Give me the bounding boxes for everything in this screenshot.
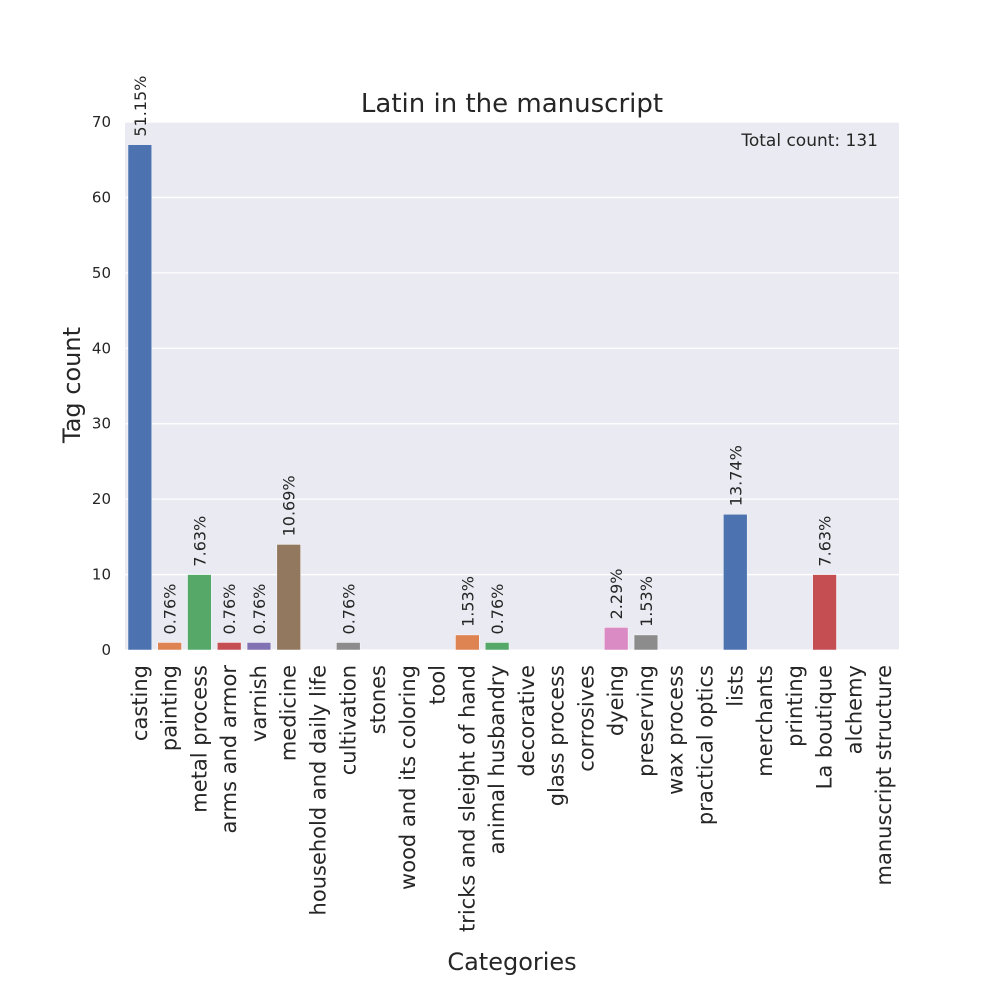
x-tick-label: practical optics — [694, 665, 718, 825]
x-tick-label: painting — [158, 665, 182, 751]
grid-lines — [125, 121, 899, 651]
x-tick-label: La boutique — [813, 665, 837, 789]
y-axis-label: Tag count — [58, 327, 86, 444]
bars — [127, 144, 837, 651]
x-tick-label: decorative — [515, 665, 539, 777]
bar-value-label: 1.53% — [637, 576, 656, 627]
y-tick-label: 30 — [92, 415, 111, 433]
bar — [276, 544, 301, 651]
y-tick-label: 60 — [92, 188, 111, 206]
y-tick-labels: 0 10 20 30 40 50 60 70 — [92, 113, 111, 659]
bar-value-label: 0.76% — [339, 584, 358, 635]
bar-value-label: 0.76% — [220, 584, 239, 635]
bar — [633, 634, 659, 651]
x-tick-label: metal process — [187, 665, 211, 813]
bar — [217, 642, 242, 651]
y-tick-label: 0 — [101, 641, 111, 659]
bar-value-label: 0.76% — [161, 584, 180, 635]
x-tick-label: merchants — [753, 665, 777, 777]
x-tick-label: stones — [366, 665, 390, 734]
bar — [455, 634, 480, 651]
x-tick-label: lists — [723, 665, 747, 707]
x-tick-label: medicine — [277, 665, 301, 761]
bar — [336, 642, 361, 651]
y-tick-label: 50 — [92, 264, 111, 282]
bar-value-label: 51.15% — [131, 76, 150, 137]
bar-value-label: 13.74% — [726, 445, 745, 506]
x-tick-label: tool — [426, 665, 450, 705]
bar-labels: 51.15% 0.76% 7.63% 0.76% 0.76% 10.69% 0.76% 1.5… — [131, 76, 835, 635]
x-tick-label: glass process — [545, 665, 569, 806]
x-tick-label: animal husbandry — [485, 665, 509, 854]
plot-area — [125, 122, 899, 650]
x-tick-label: varnish — [247, 665, 271, 742]
x-tick-label: corrosives — [574, 665, 598, 772]
bar-value-label: 0.76% — [488, 584, 507, 635]
bar — [157, 642, 182, 651]
bar — [723, 513, 748, 651]
bar-value-label: 7.63% — [190, 516, 209, 567]
x-tick-label: arms and armor — [217, 665, 241, 834]
y-tick-label: 70 — [92, 113, 111, 131]
chart-title: Latin in the manuscript — [361, 89, 663, 119]
x-tick-label: cultivation — [336, 665, 360, 775]
bar — [812, 574, 837, 651]
bar-value-label: 10.69% — [280, 475, 299, 536]
bar — [187, 574, 212, 651]
x-tick-label: wood and its coloring — [396, 665, 420, 890]
bar — [604, 627, 629, 651]
bar — [484, 642, 510, 651]
bar-value-label: 1.53% — [458, 576, 477, 627]
x-tick-label: casting — [128, 665, 152, 741]
bar-value-label: 7.63% — [816, 516, 835, 567]
y-tick-label: 10 — [92, 566, 111, 584]
x-tick-label: alchemy — [842, 665, 866, 754]
x-tick-label: dyeing — [604, 665, 628, 736]
x-tick-labels: casting painting metal process arms and arm… — [128, 665, 896, 932]
total-count-annotation: Total count: 131 — [740, 131, 878, 151]
x-axis-label: Categories — [447, 948, 576, 976]
bar — [127, 144, 153, 651]
x-tick-label: manuscript structure — [872, 665, 896, 885]
x-tick-label: household and daily life — [307, 665, 331, 915]
y-tick-label: 40 — [92, 339, 111, 357]
x-tick-label: wax process — [664, 665, 688, 795]
x-tick-label: printing — [783, 665, 807, 747]
bar-value-label: 0.76% — [250, 584, 269, 635]
bar — [246, 642, 272, 651]
bar-value-label: 2.29% — [607, 569, 626, 620]
x-tick-label: tricks and sleight of hand — [455, 665, 479, 932]
x-tick-label: preserving — [634, 665, 658, 777]
y-tick-label: 20 — [92, 490, 111, 508]
